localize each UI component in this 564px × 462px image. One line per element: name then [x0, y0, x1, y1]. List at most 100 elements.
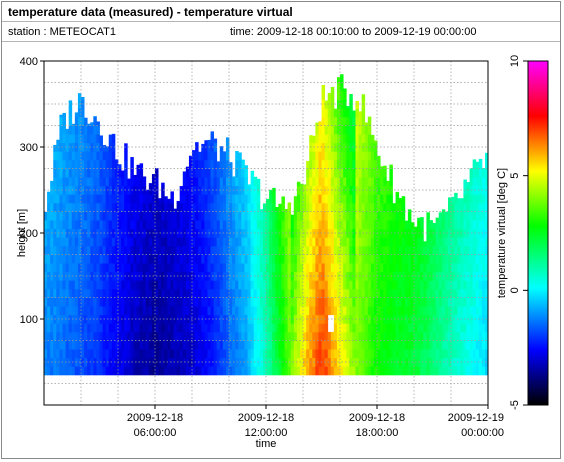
heatmap-cell	[435, 237, 440, 247]
heatmap-cell	[355, 314, 359, 324]
heatmap-cell	[358, 288, 363, 298]
heatmap-cell	[318, 237, 322, 247]
heatmap-cell	[213, 280, 218, 290]
heatmap-cell	[272, 306, 276, 316]
heatmap-cell	[377, 228, 381, 238]
heatmap-cell	[232, 323, 236, 333]
heatmap-cell	[204, 140, 208, 144]
heatmap-cell	[401, 271, 406, 281]
heatmap-cell	[466, 237, 470, 247]
heatmap-cell	[454, 245, 458, 255]
heatmap-cell	[315, 280, 319, 290]
heatmap-cell	[392, 323, 396, 333]
heatmap-cell	[127, 306, 131, 316]
heatmap-cell	[269, 366, 273, 376]
heatmap-cell	[216, 177, 221, 187]
info-bar: station : METEOCAT1 time: 2009-12-18 00:…	[2, 22, 560, 42]
heatmap-cell	[364, 349, 369, 359]
heatmap-cell	[395, 340, 400, 350]
heatmap-cell	[185, 254, 190, 264]
heatmap-cell	[145, 237, 150, 247]
heatmap-cell	[121, 340, 125, 350]
heatmap-cell	[164, 263, 168, 273]
heatmap-cell	[74, 366, 79, 376]
heatmap-cell	[235, 331, 239, 341]
heatmap-cell	[87, 245, 91, 255]
heatmap-cell	[299, 237, 304, 247]
heatmap-cell	[244, 245, 248, 255]
heatmap-cell	[232, 288, 236, 298]
heatmap-cell	[59, 142, 63, 152]
heatmap-cell	[136, 331, 140, 341]
heatmap-cell	[290, 323, 295, 333]
heatmap-cell	[108, 331, 113, 341]
heatmap-cell	[444, 245, 449, 255]
heatmap-cell	[457, 263, 461, 273]
heatmap-cell	[275, 349, 279, 359]
heatmap-cell	[179, 220, 184, 230]
heatmap-cell	[133, 254, 137, 264]
heatmap-cell	[44, 297, 48, 307]
heatmap-cell	[127, 237, 131, 247]
heatmap-cell	[192, 237, 196, 247]
heatmap-cell	[343, 306, 347, 316]
heatmap-cell	[108, 280, 113, 290]
heatmap-cell	[195, 349, 199, 359]
heatmap-cell	[105, 220, 110, 230]
heatmap-cell	[253, 366, 258, 376]
heatmap-cell	[321, 99, 326, 109]
heatmap-cell	[407, 209, 412, 212]
x-tick-label-time: 06:00:00	[134, 427, 177, 439]
heatmap-cell	[367, 151, 372, 161]
heatmap-cell	[349, 340, 353, 350]
heatmap-cell	[124, 151, 128, 161]
heatmap-cell	[151, 288, 156, 298]
heatmap-cell	[151, 306, 156, 316]
heatmap-cell	[244, 254, 248, 264]
heatmap-cell	[81, 297, 85, 307]
heatmap-cell	[463, 331, 467, 341]
heatmap-cell	[303, 349, 307, 359]
heatmap-cell	[90, 288, 94, 298]
heatmap-cell	[232, 297, 236, 307]
heatmap-cell	[441, 366, 446, 376]
heatmap-cell	[386, 180, 390, 187]
heatmap-cell	[318, 306, 322, 316]
heatmap-cell	[182, 340, 187, 350]
heatmap-cell	[312, 245, 316, 255]
heatmap-cell	[383, 306, 387, 316]
heatmap-cell	[244, 185, 248, 195]
heatmap-cell	[114, 288, 119, 298]
heatmap-cell	[50, 349, 54, 359]
heatmap-cell	[176, 331, 181, 341]
heatmap-cell	[380, 331, 384, 341]
heatmap-cell	[87, 349, 91, 359]
colorbar-tick-label: 0	[509, 287, 521, 293]
heatmap-cell	[241, 185, 245, 195]
heatmap-cell	[195, 151, 199, 161]
heatmap-cell	[346, 314, 350, 324]
heatmap-cell	[173, 271, 178, 281]
heatmap-cell	[121, 170, 125, 178]
heatmap-cell	[250, 331, 255, 341]
heatmap-cell	[287, 306, 292, 316]
heatmap-cell	[192, 280, 196, 290]
heatmap-cell	[380, 254, 384, 264]
heatmap-cell	[59, 254, 63, 264]
heatmap-cell	[386, 202, 390, 212]
heatmap-cell	[278, 203, 282, 212]
heatmap-cell	[207, 139, 211, 144]
heatmap-cell	[324, 211, 329, 221]
heatmap-cell	[68, 306, 73, 316]
heatmap-cell	[290, 237, 295, 247]
colorbar-tick-label: 10	[509, 55, 521, 67]
heatmap-cell	[170, 237, 174, 247]
heatmap-cell	[93, 271, 97, 281]
heatmap-cell	[71, 211, 76, 221]
heatmap-cell	[367, 254, 372, 264]
heatmap-cell	[469, 245, 474, 255]
heatmap-cell	[259, 220, 264, 230]
heatmap-cell	[74, 116, 79, 126]
x-tick-label-date: 2009-12-18	[238, 412, 294, 424]
heatmap-cell	[266, 228, 270, 238]
